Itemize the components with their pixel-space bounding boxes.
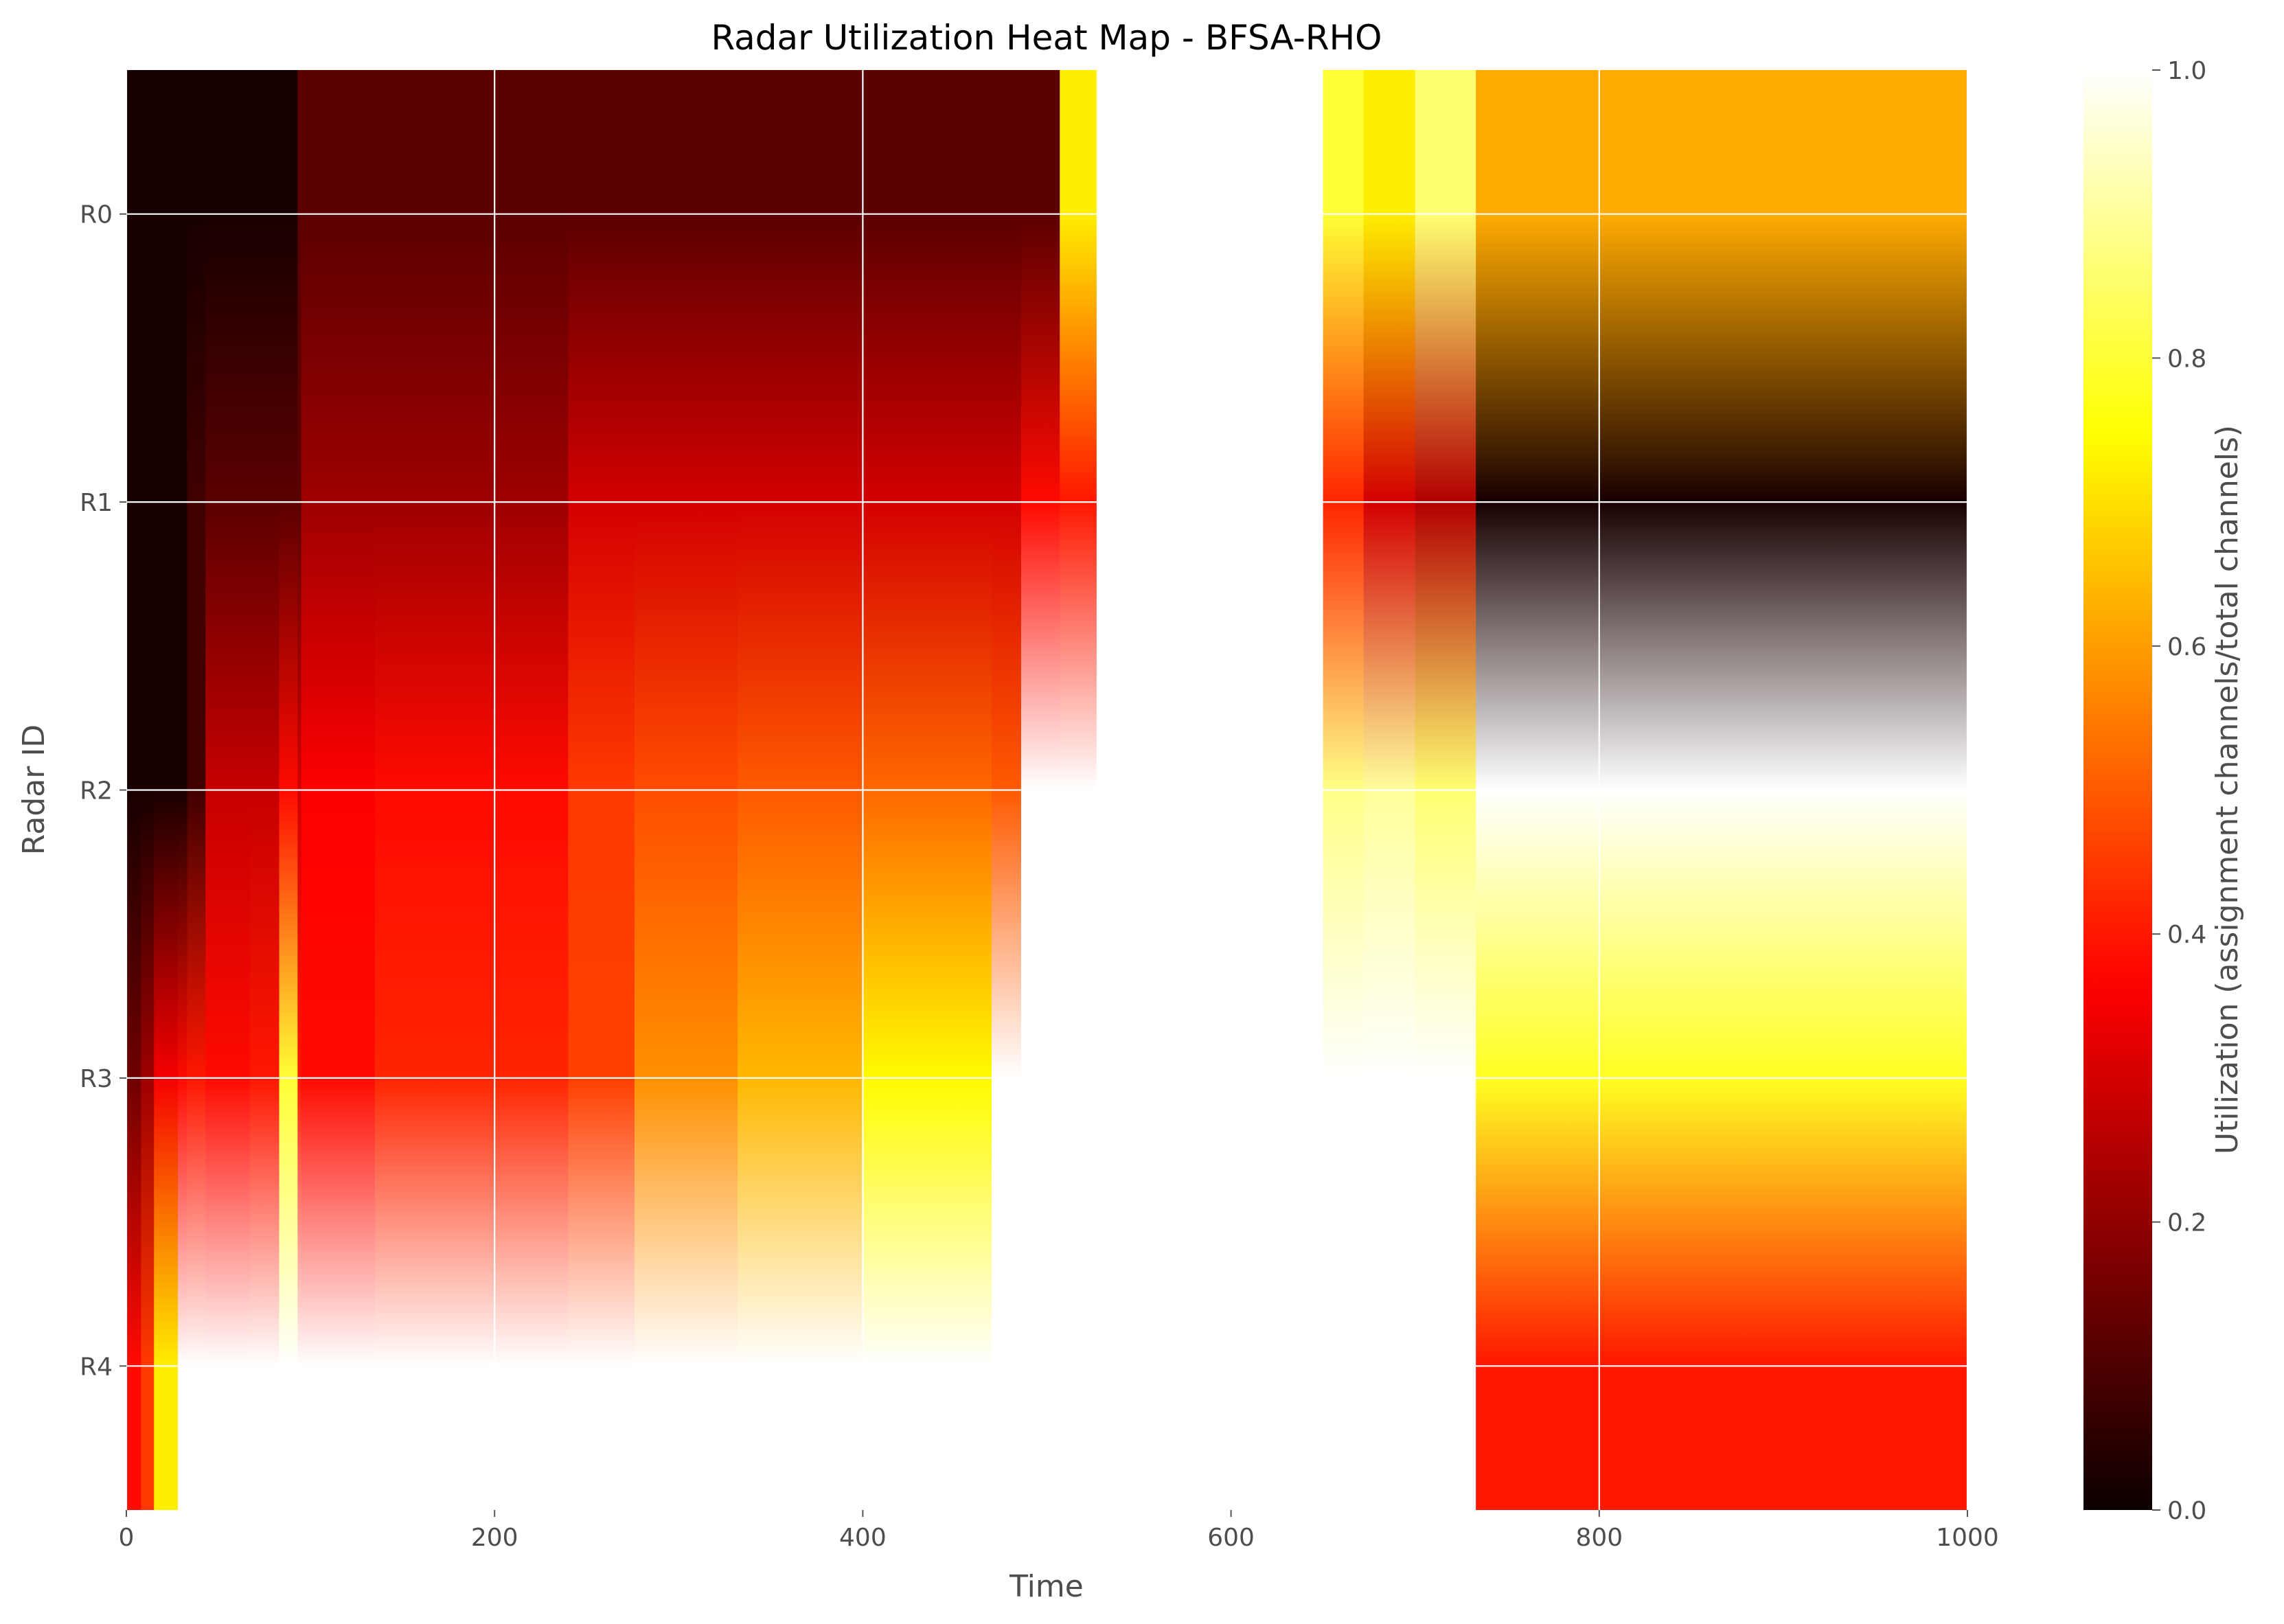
y-axis: R0 R1 R2 R3 R4 (80, 201, 126, 1381)
chart-title: Radar Utilization Heat Map - BFSA-RHO (711, 18, 1382, 58)
colorbar-tick-label: 0.8 (2167, 345, 2206, 373)
colorbar-tick-label: 0.6 (2167, 633, 2206, 661)
x-tick-label: 600 (1207, 1524, 1255, 1552)
y-tick-label: R2 (80, 777, 113, 805)
colorbar-label: Utilization (assignment channels/total c… (2210, 425, 2245, 1154)
x-axis: 0 200 400 600 800 1000 (119, 1510, 1999, 1552)
y-tick-label: R3 (80, 1065, 113, 1093)
colorbar-tick-label: 0.0 (2167, 1497, 2206, 1525)
x-tick-label: 1000 (1936, 1524, 1999, 1552)
x-tick-label: 800 (1575, 1524, 1623, 1552)
colorbar-ticks: 0.0 0.2 0.4 0.6 0.8 1.0 (2152, 57, 2206, 1525)
y-axis-label: Radar ID (16, 724, 52, 855)
plot-area (126, 70, 1967, 1510)
x-tick-label: 200 (471, 1524, 518, 1552)
x-tick-label: 400 (839, 1524, 887, 1552)
colorbar-tick-label: 0.4 (2167, 921, 2206, 949)
grid-lines (126, 70, 1967, 1510)
colorbar-strip (2083, 70, 2152, 1510)
y-tick-label: R4 (80, 1353, 113, 1381)
y-tick-label: R1 (80, 489, 113, 517)
x-tick-label: 0 (119, 1524, 135, 1552)
colorbar-tick-label: 0.2 (2167, 1209, 2206, 1237)
colorbar: 0.0 0.2 0.4 0.6 0.8 1.0 (2083, 57, 2206, 1525)
x-axis-label: Time (1009, 1569, 1084, 1604)
y-tick-label: R0 (80, 201, 113, 229)
colorbar-tick-label: 1.0 (2167, 57, 2206, 85)
